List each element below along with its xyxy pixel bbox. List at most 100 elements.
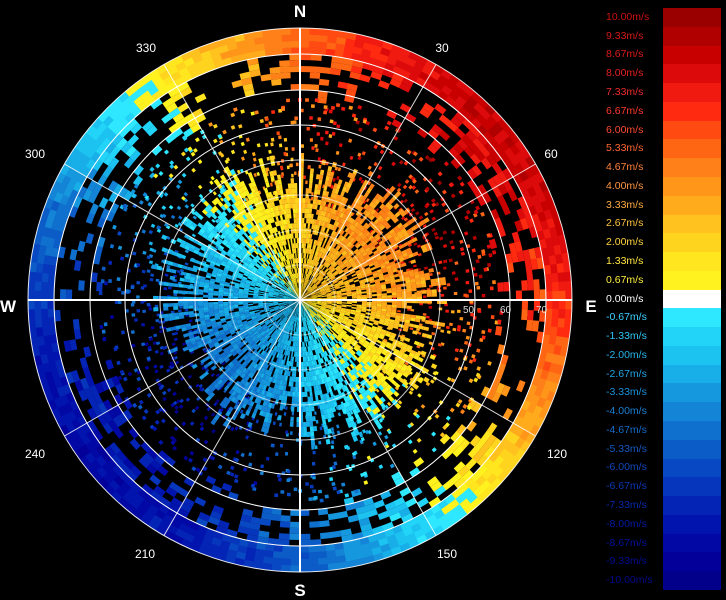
velocity-cell [197,545,210,556]
velocity-cell [343,232,349,238]
velocity-cell [370,209,377,215]
velocity-cell [59,424,71,436]
velocity-cell [311,296,317,298]
velocity-cell [323,238,328,244]
velocity-cell [351,262,357,267]
velocity-cell [113,427,124,439]
velocity-cell [285,98,291,103]
velocity-cell [514,140,526,153]
velocity-cell [457,482,470,495]
velocity-cell [301,228,304,234]
velocity-cell [557,272,566,283]
velocity-cell [345,309,351,313]
velocity-cell [331,291,337,294]
velocity-cell [400,283,407,287]
velocity-cell [189,363,195,367]
velocity-cell [369,314,376,319]
velocity-cell [311,146,315,151]
velocity-cell [148,241,154,246]
velocity-cell [377,80,390,90]
velocity-cell [79,143,91,156]
velocity-cell [155,524,168,536]
velocity-cell [302,283,304,289]
velocity-cell [338,195,344,202]
velocity-cell [388,236,395,242]
velocity-cell [410,216,418,223]
velocity-cell [350,310,356,314]
velocity-cell [162,346,167,350]
velocity-cell [41,272,49,283]
velocity-cell [311,300,317,302]
velocity-cell [457,175,463,181]
velocity-cell [527,279,534,291]
velocity-cell [479,479,492,492]
velocity-cell [306,301,312,303]
velocity-cell [305,284,309,290]
velocity-cell [453,461,466,473]
velocity-cell [305,292,310,296]
velocity-cell [361,227,367,234]
velocity-cell [189,350,195,355]
velocity-cell [176,269,181,274]
velocity-cell [318,28,330,37]
velocity-cell [367,165,372,171]
velocity-cell [365,205,372,212]
velocity-cell [345,308,352,311]
velocity-cell [492,466,504,479]
velocity-cell [252,157,257,162]
velocity-cell [431,202,437,208]
velocity-cell [430,282,437,287]
velocity-cell [97,413,108,426]
velocity-cell [327,223,332,229]
velocity-cell [315,256,319,262]
velocity-cell [401,383,407,388]
velocity-cell [150,223,156,229]
velocity-cell [28,317,36,329]
velocity-cell [538,238,548,250]
velocity-cell [346,294,352,297]
velocity-cell [386,244,393,250]
velocity-cell [221,482,233,492]
velocity-cell [141,322,146,327]
velocity-cell [168,481,181,493]
velocity-cell [503,281,510,292]
velocity-cell [153,485,166,497]
velocity-cell [346,321,353,325]
velocity-cell [445,415,451,421]
velocity-cell [181,342,187,346]
velocity-cell [334,265,340,270]
velocity-cell [461,134,473,147]
velocity-cell [325,228,330,234]
velocity-cell [392,244,399,250]
velocity-cell [280,72,291,79]
velocity-cell [317,246,321,252]
velocity-cell [545,308,553,319]
velocity-cell [125,309,129,313]
velocity-cell [310,213,314,220]
velocity-cell [152,426,158,432]
velocity-cell [222,129,227,135]
velocity-cell [326,304,332,306]
velocity-cell [146,255,151,260]
velocity-cell [314,288,319,292]
velocity-cell [304,278,307,284]
velocity-cell [314,204,318,210]
velocity-cell [551,308,560,319]
velocity-cell [87,191,98,204]
velocity-cell [321,305,327,308]
velocity-cell [484,104,497,117]
velocity-cell [466,405,472,411]
velocity-cell [360,523,373,532]
velocity-cell [423,211,429,217]
velocity-cell [97,477,110,489]
velocity-cell [255,542,266,551]
velocity-cell [359,226,366,232]
velocity-cell [352,46,364,56]
velocity-cell [344,227,350,233]
velocity-cell [148,260,154,265]
velocity-cell [305,279,308,285]
velocity-cell [415,284,422,288]
velocity-cell [307,258,310,265]
velocity-cell [307,228,310,234]
velocity-cell [150,514,163,526]
